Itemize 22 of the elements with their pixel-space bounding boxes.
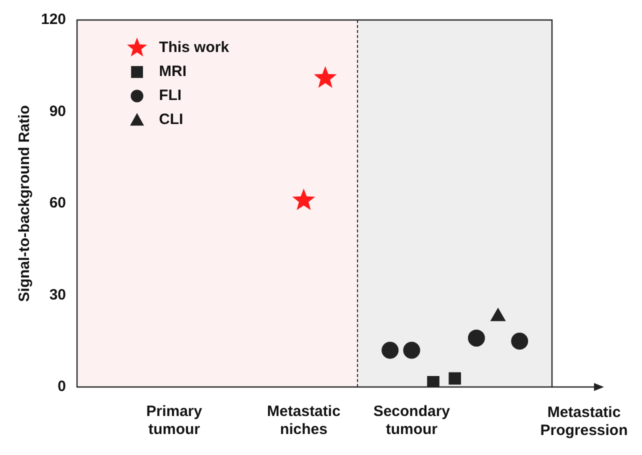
point	[468, 330, 485, 347]
point	[314, 66, 337, 88]
x-axis-title: Metastatic Progression	[540, 404, 628, 439]
legend-label: This work	[159, 39, 230, 56]
y-tick-label: 0	[58, 378, 66, 396]
legend-label: MRI	[159, 63, 187, 80]
point	[403, 342, 420, 359]
x-tick-label: Secondary tumour	[373, 403, 451, 438]
y-tick-label: 30	[49, 286, 66, 304]
legend-label: FLI	[159, 87, 182, 104]
y-tick-label: 90	[49, 102, 66, 120]
point	[448, 372, 462, 385]
legend-label: CLI	[159, 111, 184, 128]
point	[292, 188, 316, 210]
y-axis-title: Signal-to-background Ratio	[16, 105, 34, 302]
x-tick-label: Primary tumour	[146, 403, 203, 438]
y-tick-label: 120	[40, 11, 66, 28]
y-tick-label: 60	[49, 194, 66, 212]
point	[427, 376, 440, 387]
point	[382, 342, 399, 359]
x-tick-label: Metastatic niches	[267, 403, 340, 438]
point	[511, 332, 528, 350]
